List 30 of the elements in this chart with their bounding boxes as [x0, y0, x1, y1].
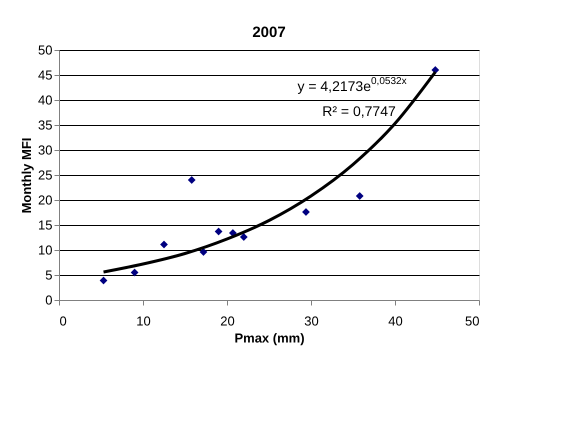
y-tick-label: 5: [45, 268, 52, 282]
y-tick-label: 35: [38, 118, 52, 132]
y-tick-label: 40: [38, 92, 52, 108]
point: [188, 176, 196, 184]
x-tick-label: 40: [388, 314, 403, 328]
point: [200, 248, 208, 256]
y-tick-label: 20: [38, 192, 52, 208]
x-tick-label: 20: [220, 314, 235, 328]
x-tick-label: 30: [304, 314, 319, 328]
point: [130, 268, 138, 276]
y-tick-label: 10: [38, 242, 52, 258]
point: [240, 233, 248, 241]
point: [160, 240, 168, 248]
y-tick-label: 15: [38, 218, 52, 232]
y-tick-label: 30: [38, 142, 52, 158]
point: [100, 276, 108, 284]
point: [356, 192, 364, 200]
y-axis-title: Monthly MFI: [19, 138, 34, 214]
y-tick-label: 25: [38, 168, 52, 182]
x-tick-label: 0: [60, 314, 67, 328]
y-tick-label: 0: [45, 292, 52, 308]
y-tick-label: 50: [38, 42, 52, 58]
annotation: R² = 0,7747: [322, 103, 396, 119]
point: [302, 208, 310, 216]
x-tick-label: 10: [136, 314, 151, 328]
x-tick-label: 50: [465, 314, 480, 328]
point: [214, 228, 222, 236]
x-axis-title: Pmax (mm): [234, 330, 305, 346]
chart-title: 2007: [252, 24, 286, 41]
y-tick-label: 45: [38, 68, 52, 82]
